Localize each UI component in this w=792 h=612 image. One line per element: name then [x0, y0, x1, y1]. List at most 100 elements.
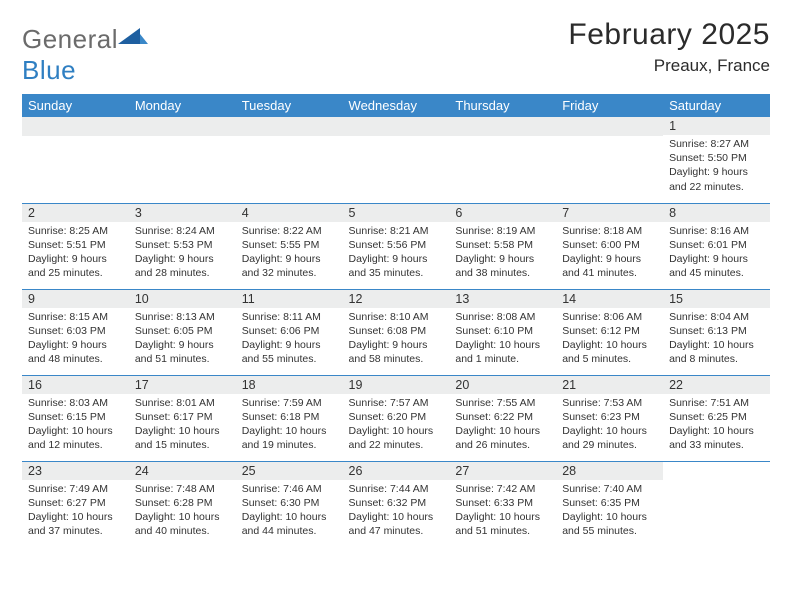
day-number: 18 — [236, 376, 343, 394]
day-detail-line: and 55 minutes. — [242, 352, 337, 366]
day-detail-line: Daylight: 10 hours — [455, 510, 550, 524]
day-details: Sunrise: 8:27 AMSunset: 5:50 PMDaylight:… — [669, 137, 764, 194]
day-detail-line: Sunrise: 7:42 AM — [455, 482, 550, 496]
calendar-day-cell: 24Sunrise: 7:48 AMSunset: 6:28 PMDayligh… — [129, 461, 236, 547]
calendar-day-cell — [663, 461, 770, 547]
day-detail-line: and 48 minutes. — [28, 352, 123, 366]
day-detail-line: and 22 minutes. — [349, 438, 444, 452]
day-detail-line: Sunset: 5:58 PM — [455, 238, 550, 252]
calendar-day-cell: 3Sunrise: 8:24 AMSunset: 5:53 PMDaylight… — [129, 203, 236, 289]
day-detail-line: and 19 minutes. — [242, 438, 337, 452]
day-detail-line: Sunrise: 8:01 AM — [135, 396, 230, 410]
day-details: Sunrise: 7:42 AMSunset: 6:33 PMDaylight:… — [455, 482, 550, 539]
day-detail-line: Daylight: 10 hours — [562, 424, 657, 438]
day-detail-line: Daylight: 10 hours — [135, 510, 230, 524]
calendar-day-cell: 27Sunrise: 7:42 AMSunset: 6:33 PMDayligh… — [449, 461, 556, 547]
day-details: Sunrise: 8:15 AMSunset: 6:03 PMDaylight:… — [28, 310, 123, 367]
day-detail-line: Daylight: 10 hours — [562, 510, 657, 524]
brand-mark-icon — [118, 26, 148, 48]
day-detail-line: Sunrise: 8:21 AM — [349, 224, 444, 238]
calendar-day-cell: 10Sunrise: 8:13 AMSunset: 6:05 PMDayligh… — [129, 289, 236, 375]
day-detail-line: Sunrise: 7:59 AM — [242, 396, 337, 410]
day-number: 9 — [22, 290, 129, 308]
day-detail-line: Daylight: 10 hours — [349, 424, 444, 438]
day-detail-line: Sunset: 6:15 PM — [28, 410, 123, 424]
day-detail-line: Daylight: 10 hours — [669, 424, 764, 438]
day-detail-line: Daylight: 10 hours — [349, 510, 444, 524]
day-detail-line: and 12 minutes. — [28, 438, 123, 452]
calendar-day-cell: 1Sunrise: 8:27 AMSunset: 5:50 PMDaylight… — [663, 117, 770, 203]
day-detail-line: Sunrise: 8:27 AM — [669, 137, 764, 151]
day-detail-line: and 25 minutes. — [28, 266, 123, 280]
day-details: Sunrise: 7:57 AMSunset: 6:20 PMDaylight:… — [349, 396, 444, 453]
calendar-week-row: 1Sunrise: 8:27 AMSunset: 5:50 PMDaylight… — [22, 117, 770, 203]
day-detail-line: and 33 minutes. — [669, 438, 764, 452]
day-detail-line: Sunset: 5:55 PM — [242, 238, 337, 252]
day-detail-line: Sunset: 6:17 PM — [135, 410, 230, 424]
day-details: Sunrise: 8:08 AMSunset: 6:10 PMDaylight:… — [455, 310, 550, 367]
calendar-week-row: 9 Sunrise: 8:15 AMSunset: 6:03 PMDaylight… — [22, 289, 770, 375]
day-detail-line: Sunset: 6:01 PM — [669, 238, 764, 252]
day-detail-line: Sunrise: 8:24 AM — [135, 224, 230, 238]
day-number: 24 — [129, 462, 236, 480]
day-details: Sunrise: 7:46 AMSunset: 6:30 PMDaylight:… — [242, 482, 337, 539]
empty-day-band — [129, 117, 236, 136]
day-details: Sunrise: 7:49 AMSunset: 6:27 PMDaylight:… — [28, 482, 123, 539]
brand-text: GeneralBlue — [22, 24, 148, 86]
day-detail-line: Daylight: 9 hours — [669, 165, 764, 179]
calendar-day-cell: 7Sunrise: 8:18 AMSunset: 6:00 PMDaylight… — [556, 203, 663, 289]
day-details: Sunrise: 7:44 AMSunset: 6:32 PMDaylight:… — [349, 482, 444, 539]
day-number: 2 — [22, 204, 129, 222]
day-detail-line: Sunset: 6:13 PM — [669, 324, 764, 338]
day-detail-line: Sunset: 6:06 PM — [242, 324, 337, 338]
day-detail-line: Daylight: 9 hours — [135, 252, 230, 266]
day-detail-line: and 40 minutes. — [135, 524, 230, 538]
day-details: Sunrise: 7:53 AMSunset: 6:23 PMDaylight:… — [562, 396, 657, 453]
day-detail-line: Sunset: 6:30 PM — [242, 496, 337, 510]
day-number: 22 — [663, 376, 770, 394]
day-detail-line: Sunset: 6:35 PM — [562, 496, 657, 510]
day-detail-line: Sunrise: 7:55 AM — [455, 396, 550, 410]
day-detail-line: Sunrise: 7:57 AM — [349, 396, 444, 410]
day-detail-line: and 37 minutes. — [28, 524, 123, 538]
brand-part2: Blue — [22, 55, 76, 85]
day-detail-line: Sunrise: 8:25 AM — [28, 224, 123, 238]
weekday-header: Saturday — [663, 94, 770, 117]
day-detail-line: Daylight: 9 hours — [349, 252, 444, 266]
day-details: Sunrise: 8:06 AMSunset: 6:12 PMDaylight:… — [562, 310, 657, 367]
day-detail-line: and 28 minutes. — [135, 266, 230, 280]
day-details: Sunrise: 8:16 AMSunset: 6:01 PMDaylight:… — [669, 224, 764, 281]
day-number: 7 — [556, 204, 663, 222]
day-detail-line: and 51 minutes. — [455, 524, 550, 538]
day-detail-line: Daylight: 9 hours — [28, 338, 123, 352]
calendar-day-cell: 17Sunrise: 8:01 AMSunset: 6:17 PMDayligh… — [129, 375, 236, 461]
day-detail-line: Daylight: 9 hours — [135, 338, 230, 352]
day-detail-line: Sunset: 6:32 PM — [349, 496, 444, 510]
calendar-day-cell: 5Sunrise: 8:21 AMSunset: 5:56 PMDaylight… — [343, 203, 450, 289]
day-detail-line: Daylight: 9 hours — [242, 252, 337, 266]
calendar-day-cell: 28Sunrise: 7:40 AMSunset: 6:35 PMDayligh… — [556, 461, 663, 547]
calendar-day-cell: 15Sunrise: 8:04 AMSunset: 6:13 PMDayligh… — [663, 289, 770, 375]
calendar-day-cell: 20Sunrise: 7:55 AMSunset: 6:22 PMDayligh… — [449, 375, 556, 461]
day-detail-line: Sunrise: 7:40 AM — [562, 482, 657, 496]
day-detail-line: Daylight: 10 hours — [669, 338, 764, 352]
calendar-day-cell: 26Sunrise: 7:44 AMSunset: 6:32 PMDayligh… — [343, 461, 450, 547]
day-detail-line: Sunrise: 7:49 AM — [28, 482, 123, 496]
empty-day-band — [22, 117, 129, 136]
day-detail-line: Sunset: 6:00 PM — [562, 238, 657, 252]
month-title: February 2025 — [568, 18, 770, 52]
empty-day-band — [449, 117, 556, 136]
weekday-header: Thursday — [449, 94, 556, 117]
day-detail-line: Sunset: 6:20 PM — [349, 410, 444, 424]
day-detail-line: Sunrise: 8:22 AM — [242, 224, 337, 238]
calendar-day-cell: 16Sunrise: 8:03 AMSunset: 6:15 PMDayligh… — [22, 375, 129, 461]
day-detail-line: and 5 minutes. — [562, 352, 657, 366]
day-detail-line: Sunset: 6:27 PM — [28, 496, 123, 510]
day-detail-line: Daylight: 10 hours — [28, 510, 123, 524]
day-detail-line: Sunset: 6:05 PM — [135, 324, 230, 338]
day-number: 6 — [449, 204, 556, 222]
day-detail-line: Sunrise: 7:44 AM — [349, 482, 444, 496]
empty-day-band — [556, 117, 663, 136]
day-detail-line: and 35 minutes. — [349, 266, 444, 280]
day-details: Sunrise: 8:10 AMSunset: 6:08 PMDaylight:… — [349, 310, 444, 367]
